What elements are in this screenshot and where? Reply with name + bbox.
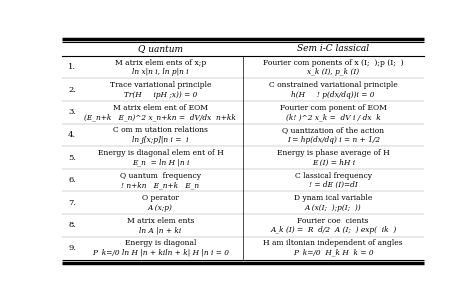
Text: 9.: 9.: [68, 244, 76, 252]
Text: Energy is phase average of H: Energy is phase average of H: [277, 149, 390, 157]
Text: C onstrained variational principle: C onstrained variational principle: [269, 81, 398, 89]
Text: Q uantization of the action: Q uantization of the action: [282, 126, 384, 135]
Text: E (I) = hH i: E (I) = hH i: [311, 158, 355, 167]
Text: ln A |n + ki: ln A |n + ki: [139, 226, 182, 234]
Text: 5.: 5.: [68, 154, 76, 161]
Text: C om m utation relations: C om m utation relations: [113, 126, 208, 135]
Text: (k! )^2 x_k =  dV i / dx  k: (k! )^2 x_k = dV i / dx k: [286, 113, 381, 121]
Text: A (x;p): A (x;p): [148, 204, 173, 212]
Text: M atrix elem ent of EOM: M atrix elem ent of EOM: [113, 104, 208, 112]
Text: h(H     ! p(dx/dq))i = 0: h(H ! p(dx/dq))i = 0: [292, 91, 375, 99]
Text: Fourier com ponents of x (I;  );p (I;  ): Fourier com ponents of x (I; );p (I; ): [263, 59, 403, 67]
Text: 3.: 3.: [68, 108, 76, 116]
Text: x_k (I), p_k (I): x_k (I), p_k (I): [307, 68, 359, 76]
Text: 8.: 8.: [68, 221, 76, 229]
Text: Q uantum: Q uantum: [138, 44, 183, 53]
Text: M atrix elem ents of x;p: M atrix elem ents of x;p: [115, 59, 206, 67]
Text: Q uantum  frequency: Q uantum frequency: [120, 172, 201, 180]
Text: A_k (I) =  R  d/2  A (I;  ) exp(  ik  ): A_k (I) = R d/2 A (I; ) exp( ik ): [270, 226, 396, 234]
Text: Energy is diagonal: Energy is diagonal: [125, 239, 196, 247]
Text: ! n+kn   E_n+k   E_n: ! n+kn E_n+k E_n: [121, 181, 200, 189]
Text: P  k=/0 ln H |n + kiln + k| H |n i = 0: P k=/0 ln H |n + kiln + k| H |n i = 0: [92, 249, 229, 257]
Text: Fourier coe  cients: Fourier coe cients: [298, 217, 369, 225]
Text: Tr(H     ipH ;x)) = 0: Tr(H ipH ;x)) = 0: [124, 91, 197, 99]
Text: 2.: 2.: [68, 86, 76, 94]
Text: 6.: 6.: [68, 176, 76, 184]
Text: 7.: 7.: [68, 199, 76, 207]
Text: Trace variational principle: Trace variational principle: [109, 81, 211, 89]
Text: ! = dE (I)=dI: ! = dE (I)=dI: [309, 181, 357, 189]
Text: D ynam ical variable: D ynam ical variable: [294, 194, 373, 202]
Text: O perator: O perator: [142, 194, 179, 202]
Text: (E_n+k   E_n)^2 x_n+kn =  dV/dx  n+kk: (E_n+k E_n)^2 x_n+kn = dV/dx n+kk: [84, 113, 237, 121]
Text: A (x(I;  );p(I;  )): A (x(I; );p(I; )): [305, 204, 362, 212]
Text: I = hp(dx/dq) i = n + 1/2: I = hp(dx/dq) i = n + 1/2: [287, 136, 380, 144]
Text: P  k=/0  H_k H  k = 0: P k=/0 H_k H k = 0: [293, 249, 374, 257]
Text: H am iltonian independent of angles: H am iltonian independent of angles: [264, 239, 403, 247]
Text: ln j[x;p]|n i =  i: ln j[x;p]|n i = i: [132, 136, 189, 144]
Text: Sem i-C lassical: Sem i-C lassical: [297, 44, 369, 53]
Text: M atrix elem ents: M atrix elem ents: [127, 217, 194, 225]
Text: C lassical frequency: C lassical frequency: [295, 172, 372, 180]
Text: 1.: 1.: [68, 63, 76, 71]
Text: 4.: 4.: [68, 131, 76, 139]
Text: Energy is diagonal elem ent of H: Energy is diagonal elem ent of H: [98, 149, 223, 157]
Text: ln x|n i, ln p|n i: ln x|n i, ln p|n i: [132, 68, 189, 76]
Text: E_n  = ln H |n i: E_n = ln H |n i: [132, 158, 189, 167]
Text: Fourier com ponent of EOM: Fourier com ponent of EOM: [280, 104, 387, 112]
